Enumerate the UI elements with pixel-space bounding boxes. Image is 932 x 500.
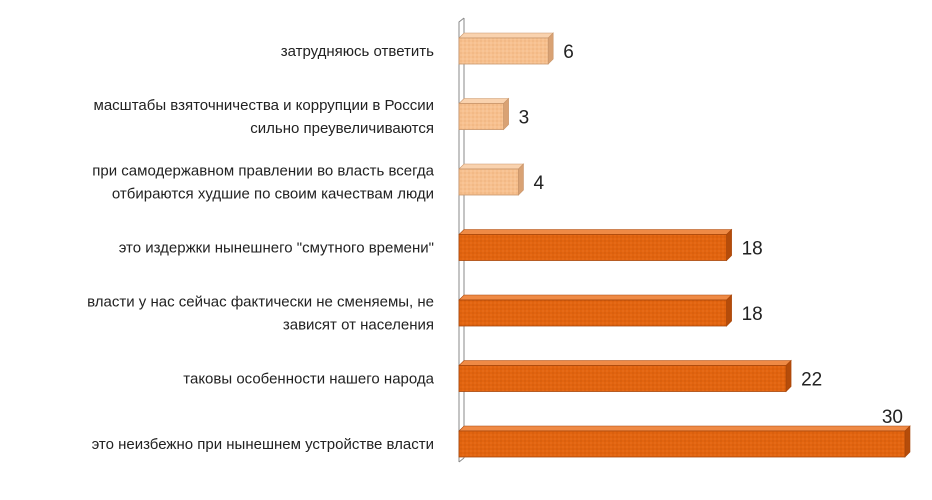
bar-side-face [726, 228, 732, 262]
bar-front-face [458, 365, 787, 392]
bar-front-face [458, 37, 549, 65]
value-labels: 6 3 4 18 18 22 30 [519, 42, 903, 428]
bar-side-face [726, 294, 732, 327]
bar-1 [458, 97, 510, 131]
bar-side-face [503, 97, 509, 131]
value-label-2: 4 [533, 173, 544, 194]
bar-top-face [458, 32, 554, 39]
bar-5 [458, 359, 792, 393]
category-labels: затрудняюсь ответить масштабы взяточничес… [87, 43, 434, 453]
bar-2 [458, 163, 525, 196]
value-label-6: 30 [882, 407, 903, 428]
axis-floor-line [458, 457, 465, 463]
bar-side-face [785, 359, 792, 393]
value-label-1: 3 [519, 108, 530, 129]
bar-top-face [458, 425, 911, 432]
bar-front-face [458, 103, 504, 130]
bar-front-face [458, 299, 728, 327]
value-label-0: 6 [563, 42, 574, 63]
bar-front-face [458, 430, 906, 458]
category-label-3: это издержки нынешнего "смутного времени… [119, 240, 434, 257]
category-label-2: при самодержавном правлении во власть вс… [92, 163, 434, 203]
bar-front-face [458, 234, 728, 261]
bar-4 [458, 294, 733, 327]
bar-side-face [904, 425, 911, 458]
value-label-3: 18 [742, 239, 763, 260]
bar-6 [458, 425, 911, 458]
bar-top-face [458, 294, 733, 301]
bar-top-face [458, 163, 525, 170]
category-label-4: власти у нас сейчас фактически не сменяе… [87, 294, 434, 334]
bar-top-face [458, 98, 510, 104]
bar-0 [458, 32, 554, 65]
bar-side-face [547, 32, 554, 65]
category-label-5: таковы особенности нашего народа [183, 371, 434, 388]
category-label-1: масштабы взяточничества и коррупции в Ро… [94, 97, 434, 137]
bar-front-face [458, 168, 519, 196]
bar-top-face [458, 360, 792, 366]
bar-top-face [458, 229, 733, 235]
bar-3 [458, 228, 733, 262]
value-label-4: 18 [742, 304, 763, 325]
bars [458, 32, 911, 458]
bar-side-face [518, 163, 524, 196]
value-label-5: 22 [801, 370, 822, 391]
category-label-0: затрудняюсь ответить [281, 43, 434, 60]
category-label-6: это неизбежно при нынешнем устройстве вл… [92, 436, 434, 453]
